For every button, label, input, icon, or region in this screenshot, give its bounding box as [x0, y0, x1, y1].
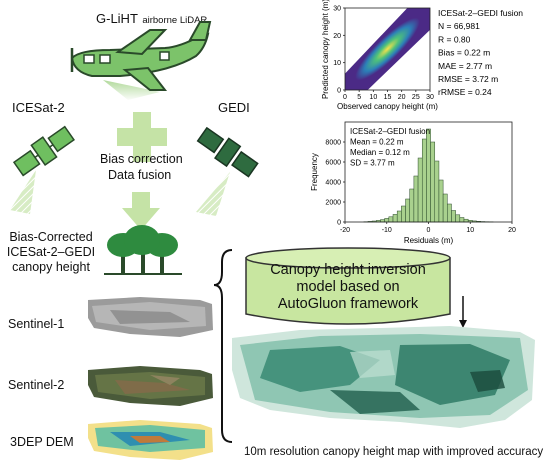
y-tick-label: 20	[333, 33, 341, 40]
y-axis-label: Frequency	[310, 153, 319, 191]
x-axis-label: Residuals (m)	[404, 236, 454, 245]
histogram-bar	[459, 217, 465, 223]
scatter-stat: MAE = 2.77 m	[438, 61, 492, 71]
x-tick-label: 30	[426, 94, 434, 101]
icesat-satellite-icon	[10, 125, 75, 214]
x-tick-label: 15	[384, 94, 392, 101]
histogram-bar	[455, 214, 461, 223]
down-arrow-icon	[122, 192, 160, 230]
histogram-bar	[434, 160, 440, 223]
bias-correction-label: Bias correction	[100, 152, 183, 166]
gliht-title: G-LiHT	[96, 11, 138, 26]
histogram-bar	[405, 198, 410, 223]
x-axis-label: Observed canopy height (m)	[337, 102, 438, 111]
x-tick-label: 20	[398, 94, 406, 101]
histogram-stat: Mean = 0.22 m	[350, 138, 404, 147]
y-tick-label: 2000	[325, 200, 341, 207]
histogram-bar	[451, 210, 456, 223]
bias-corrected-label: Bias-Corrected ICESat-2–GEDI canopy heig…	[3, 230, 99, 275]
scatter-stat: Bias = 0.22 m	[438, 48, 490, 58]
histogram-bar	[417, 157, 423, 223]
scatter-stat: N = 66,981	[438, 21, 480, 31]
x-tick-label: 10	[466, 227, 474, 234]
scatter-stat: R = 0.80	[438, 34, 471, 44]
y-tick-label: 30	[333, 6, 341, 13]
model-cylinder	[245, 247, 451, 325]
histogram-bar	[442, 193, 448, 223]
scatter-density-cloud	[345, 8, 430, 90]
histogram-bar	[413, 175, 419, 223]
histogram-stat: ICESat-2–GEDI fusion	[350, 127, 430, 136]
histogram-stat: Median = 0.12 m	[350, 148, 410, 157]
y-tick-label: 8000	[325, 140, 341, 147]
x-tick-label: -10	[382, 227, 392, 234]
histogram-bar	[438, 179, 444, 223]
airplane-icon	[70, 21, 212, 100]
x-tick-label: 5	[357, 94, 361, 101]
y-tick-label: 6000	[325, 160, 341, 167]
histogram-bar	[409, 188, 415, 223]
histogram-bar	[447, 203, 452, 223]
y-tick-label: 0	[337, 220, 341, 227]
gliht-subtitle: airborne LiDAR	[142, 15, 208, 26]
y-tick-label: 4000	[325, 180, 341, 187]
histogram-bar	[463, 218, 469, 223]
canopy-height-map-image	[232, 326, 535, 428]
sentinel1-label: Sentinel-1	[8, 317, 65, 331]
y-tick-label: 10	[333, 60, 341, 67]
histogram-bar	[396, 210, 402, 223]
output-caption: 10m resolution canopy height map with im…	[244, 446, 544, 458]
trees-icon	[104, 225, 182, 275]
histogram-bar	[430, 141, 436, 223]
y-tick-label: 0	[337, 88, 341, 95]
gedi-satellite-icon	[196, 126, 259, 216]
histogram-bar	[384, 218, 390, 223]
model-line-2: model based on	[296, 279, 400, 295]
gliht-label: G-LiHT airborne LiDAR	[96, 10, 207, 28]
sentinel1-map-image	[88, 297, 213, 337]
bias-corrected-line-2: ICESat-2–GEDI	[6, 245, 96, 259]
sentinel2-map-image	[88, 366, 213, 406]
x-tick-label: 10	[369, 94, 377, 101]
model-line-1: Canopy height inversion	[270, 262, 426, 278]
histogram-bar	[421, 138, 427, 223]
output-arrow	[459, 296, 467, 328]
brace	[213, 249, 233, 443]
x-tick-label: 0	[427, 227, 431, 234]
scatter-stat: rRMSE = 0.24	[438, 87, 492, 97]
dem-map-image	[88, 420, 213, 460]
histogram-bar	[401, 205, 406, 223]
gedi-label: GEDI	[218, 100, 250, 115]
y-axis-label: Predicted canopy height (m)	[321, 0, 330, 99]
data-fusion-label: Data fusion	[108, 168, 172, 182]
icesat-label: ICESat-2	[12, 100, 65, 115]
plus-icon	[117, 112, 167, 162]
scatter-stat: ICESat-2–GEDI fusion	[438, 8, 523, 18]
histogram-bar	[392, 214, 398, 223]
bias-corrected-line-1: Bias-Corrected	[9, 230, 93, 244]
histogram-bar	[388, 216, 394, 223]
histogram-stat: SD = 3.77 m	[350, 159, 395, 168]
bias-corrected-line-3: canopy height	[12, 260, 90, 274]
x-tick-label: 25	[412, 94, 420, 101]
x-tick-label: -20	[340, 227, 350, 234]
model-label: Canopy height inversion model based on A…	[246, 262, 450, 313]
histogram-bar	[426, 128, 431, 223]
scatter-density-core	[349, 12, 426, 86]
model-line-3: AutoGluon framework	[277, 296, 419, 312]
scatter-stat: RMSE = 3.72 m	[438, 74, 498, 84]
x-tick-label: 20	[508, 227, 516, 234]
x-tick-label: 0	[343, 94, 347, 101]
dem-label: 3DEP DEM	[10, 435, 74, 449]
sentinel2-label: Sentinel-2	[8, 378, 65, 392]
residual-histogram: -20 -10 0 10 20 0 2000 4000 6000 8000 Residuals (m…	[310, 121, 516, 245]
